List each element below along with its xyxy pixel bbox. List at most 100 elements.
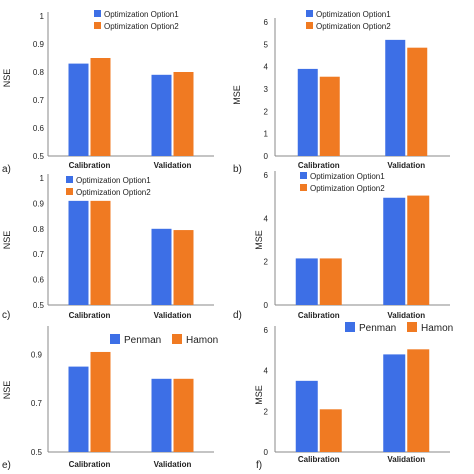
legend-swatch-f <box>345 322 355 332</box>
y-axis-label-f: MSE <box>254 385 264 405</box>
y-axis-label-d: MSE <box>254 230 264 250</box>
category-label-e: Validation <box>154 460 192 469</box>
category-label-d: Validation <box>387 311 425 320</box>
legend-label-d: Optimization Option1 <box>310 172 385 181</box>
legend-label-c: Optimization Option2 <box>76 188 151 197</box>
bar-e-series1-validation <box>151 378 172 452</box>
category-label-a: Validation <box>154 161 192 170</box>
legend-swatch-e <box>172 334 182 344</box>
bar-e-series1-calibration <box>68 366 89 452</box>
legend-swatch-d <box>300 184 307 191</box>
panel-label-b: b) <box>233 164 242 175</box>
y-tick-label-d: 6 <box>264 171 269 180</box>
category-label-b: Calibration <box>298 161 340 170</box>
legend-swatch-c <box>66 176 73 183</box>
legend-label-d: Optimization Option2 <box>310 184 385 193</box>
y-tick-label-c: 0.9 <box>33 199 45 208</box>
y-axis-label-a: NSE <box>2 69 12 88</box>
legend-swatch-f <box>407 322 417 332</box>
category-label-e: Calibration <box>69 460 111 469</box>
category-label-f: Validation <box>387 455 425 464</box>
legend-label-e: Hamon <box>186 335 218 346</box>
bar-e-series2-calibration <box>90 351 111 452</box>
y-axis-label-c: NSE <box>2 231 12 250</box>
bar-a-series2-calibration <box>90 58 111 156</box>
panel-label-e: e) <box>2 460 11 471</box>
category-label-c: Calibration <box>69 311 111 320</box>
bar-d-series2-calibration <box>319 258 342 305</box>
bar-c-series2-calibration <box>90 200 111 305</box>
bar-f-series2-validation <box>407 349 430 452</box>
bar-f-series1-calibration <box>295 380 318 452</box>
y-tick-label-a: 0.9 <box>33 40 45 49</box>
y-tick-label-c: 1 <box>40 174 45 183</box>
category-label-b: Validation <box>387 161 425 170</box>
legend-swatch-a <box>94 10 101 17</box>
bar-e-series2-validation <box>173 378 194 452</box>
y-tick-label-b: 5 <box>264 40 269 49</box>
y-tick-label-b: 2 <box>264 107 269 116</box>
y-tick-label-c: 0.6 <box>33 276 45 285</box>
y-tick-label-e: 0.9 <box>31 350 43 359</box>
legend-label-b: Optimization Option1 <box>316 10 391 19</box>
y-tick-label-a: 0.6 <box>33 124 45 133</box>
panel-label-a: a) <box>2 164 11 175</box>
panel-label-c: c) <box>2 310 10 321</box>
bar-b-series2-validation <box>407 47 428 156</box>
y-tick-label-d: 0 <box>264 301 269 310</box>
bar-a-series1-calibration <box>68 63 89 156</box>
y-tick-label-c: 0.7 <box>33 250 45 259</box>
legend-label-f: Penman <box>359 323 396 334</box>
y-tick-label-a: 0.8 <box>33 68 45 77</box>
bar-f-series2-calibration <box>319 409 342 452</box>
y-tick-label-b: 3 <box>264 85 269 94</box>
bar-d-series1-validation <box>383 197 406 305</box>
y-tick-label-b: 6 <box>264 18 269 27</box>
bar-f-series1-validation <box>383 354 406 452</box>
y-axis-label-b: MSE <box>232 85 242 105</box>
y-tick-label-f: 0 <box>264 448 269 457</box>
y-tick-label-a: 1 <box>40 12 45 21</box>
legend-label-a: Optimization Option1 <box>104 10 179 19</box>
y-tick-label-c: 0.5 <box>33 301 45 310</box>
y-tick-label-f: 4 <box>264 367 269 376</box>
legend-swatch-b <box>306 10 313 17</box>
y-tick-label-f: 2 <box>264 407 269 416</box>
legend-label-a: Optimization Option2 <box>104 22 179 31</box>
legend-swatch-c <box>66 188 73 195</box>
y-tick-label-e: 0.5 <box>31 448 43 457</box>
legend-label-c: Optimization Option1 <box>76 176 151 185</box>
legend-swatch-e <box>110 334 120 344</box>
bar-c-series1-calibration <box>68 200 89 305</box>
legend-swatch-d <box>300 172 307 179</box>
y-tick-label-d: 2 <box>264 258 269 267</box>
bar-c-series2-validation <box>173 230 194 305</box>
y-tick-label-f: 6 <box>264 326 269 335</box>
bar-d-series2-validation <box>407 195 430 305</box>
bar-a-series2-validation <box>173 72 194 156</box>
category-label-d: Calibration <box>298 311 340 320</box>
bar-d-series1-calibration <box>295 258 318 305</box>
y-axis-label-e: NSE <box>2 381 12 400</box>
y-tick-label-d: 4 <box>264 214 269 223</box>
panel-label-f: f) <box>256 460 262 471</box>
bar-b-series1-calibration <box>297 68 318 156</box>
legend-swatch-b <box>306 22 313 29</box>
category-label-a: Calibration <box>69 161 111 170</box>
y-tick-label-b: 4 <box>264 63 269 72</box>
legend-label-f: Hamon <box>421 323 453 334</box>
panel-label-d: d) <box>233 310 242 321</box>
y-tick-label-b: 1 <box>264 130 269 139</box>
legend-swatch-a <box>94 22 101 29</box>
legend-label-b: Optimization Option2 <box>316 22 391 31</box>
y-tick-label-c: 0.8 <box>33 225 45 234</box>
y-tick-label-b: 0 <box>264 152 269 161</box>
y-tick-label-a: 0.7 <box>33 96 45 105</box>
bar-c-series1-validation <box>151 228 172 305</box>
legend-label-e: Penman <box>124 335 161 346</box>
y-tick-label-e: 0.7 <box>31 399 43 408</box>
bar-b-series1-validation <box>385 39 406 156</box>
category-label-f: Calibration <box>298 455 340 464</box>
y-tick-label-a: 0.5 <box>33 152 45 161</box>
